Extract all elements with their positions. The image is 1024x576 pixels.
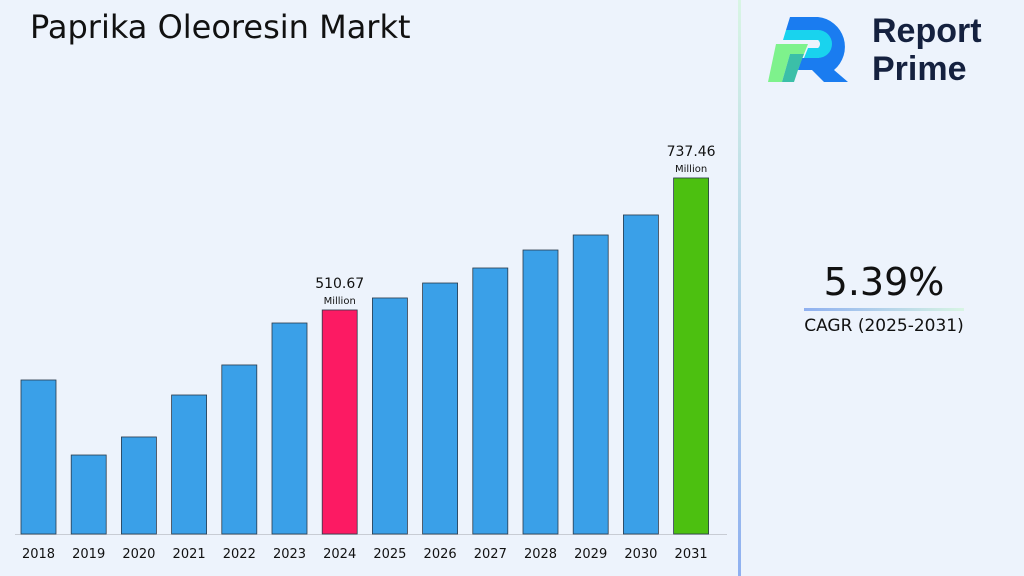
- bar-2019: [70, 454, 107, 535]
- bar-2021: [171, 394, 208, 535]
- x-tick-label: 2024: [323, 547, 356, 562]
- bar-2025: [371, 297, 408, 535]
- bar-2031: [673, 177, 709, 535]
- bar-chart: 2018 2019 2020 2021 2022 2023 2024 2025 2026 2027…: [15, 144, 727, 562]
- chart-title: Paprika Oleoresin Markt: [30, 8, 411, 46]
- x-tick-label: 2025: [373, 547, 406, 562]
- divider: [738, 0, 741, 576]
- data-label-value: 737.46: [667, 144, 716, 160]
- x-tick-label: 2027: [474, 547, 507, 562]
- bar-2020: [121, 436, 157, 535]
- bar-2029: [572, 234, 609, 535]
- x-tick-label: 2029: [574, 547, 607, 562]
- bar-2026: [422, 282, 459, 535]
- data-label-unit: Million: [324, 296, 356, 307]
- bar-2030: [623, 214, 659, 535]
- x-tick-label: 2023: [273, 547, 306, 562]
- data-label-value: 510.67: [315, 276, 364, 292]
- logo-line2: Prime: [872, 50, 967, 88]
- x-tick-label: 2019: [72, 547, 105, 562]
- bar-2022: [221, 364, 258, 535]
- bar-2028: [522, 249, 559, 535]
- logo-text: Report Prime: [872, 12, 982, 88]
- x-tick-label: 2030: [624, 547, 657, 562]
- x-tick-label: 2028: [524, 547, 557, 562]
- cagr-underline: [804, 308, 964, 311]
- x-tick-label: 2021: [173, 547, 206, 562]
- x-tick-label: 2026: [424, 547, 457, 562]
- bar-2027: [472, 267, 509, 535]
- x-tick-label: 2031: [675, 547, 708, 562]
- data-label-unit: Million: [675, 164, 707, 175]
- x-tick-label: 2020: [122, 547, 155, 562]
- cagr-label: CAGR (2025-2031): [804, 316, 964, 336]
- logo-line1: Report: [872, 12, 982, 50]
- bar-2024: [321, 309, 358, 535]
- x-tick-label: 2022: [223, 547, 256, 562]
- report-prime-logo-icon: [768, 17, 848, 82]
- x-tick-label: 2018: [22, 547, 55, 562]
- bar-2018: [20, 379, 57, 535]
- bar-2023: [271, 322, 308, 535]
- cagr-value: 5.39%: [823, 260, 945, 304]
